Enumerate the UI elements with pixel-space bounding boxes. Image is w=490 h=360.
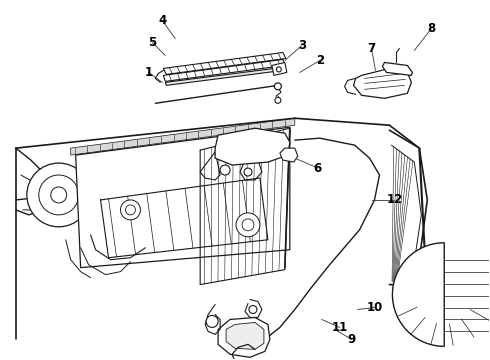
Text: 11: 11 bbox=[332, 321, 348, 334]
Polygon shape bbox=[354, 68, 412, 98]
Circle shape bbox=[51, 187, 67, 203]
Text: 2: 2 bbox=[316, 54, 324, 67]
Circle shape bbox=[275, 97, 281, 103]
Circle shape bbox=[206, 315, 218, 328]
Text: 8: 8 bbox=[427, 22, 436, 35]
Text: 4: 4 bbox=[158, 14, 167, 27]
Polygon shape bbox=[75, 127, 290, 268]
Circle shape bbox=[39, 175, 78, 215]
Text: 5: 5 bbox=[148, 36, 156, 49]
Polygon shape bbox=[280, 148, 298, 162]
Polygon shape bbox=[71, 118, 295, 155]
Text: 9: 9 bbox=[347, 333, 356, 346]
Circle shape bbox=[249, 306, 257, 314]
Text: 1: 1 bbox=[145, 66, 152, 79]
Text: 12: 12 bbox=[386, 193, 403, 206]
Text: 6: 6 bbox=[314, 162, 322, 175]
Polygon shape bbox=[218, 318, 270, 357]
Text: 3: 3 bbox=[298, 39, 306, 52]
Circle shape bbox=[242, 219, 254, 231]
Text: 7: 7 bbox=[368, 42, 375, 55]
Circle shape bbox=[236, 213, 260, 237]
Circle shape bbox=[121, 200, 141, 220]
Ellipse shape bbox=[366, 75, 393, 92]
Circle shape bbox=[27, 163, 91, 227]
Circle shape bbox=[220, 165, 230, 175]
Polygon shape bbox=[272, 62, 287, 75]
Polygon shape bbox=[165, 67, 283, 85]
Text: 10: 10 bbox=[367, 301, 383, 314]
Polygon shape bbox=[163, 53, 286, 75]
Polygon shape bbox=[215, 128, 290, 165]
Circle shape bbox=[244, 168, 252, 176]
Polygon shape bbox=[226, 323, 264, 349]
Circle shape bbox=[276, 67, 281, 72]
Circle shape bbox=[125, 205, 135, 215]
Wedge shape bbox=[392, 243, 444, 346]
Polygon shape bbox=[383, 62, 413, 75]
Polygon shape bbox=[163, 59, 285, 81]
Circle shape bbox=[274, 83, 281, 90]
